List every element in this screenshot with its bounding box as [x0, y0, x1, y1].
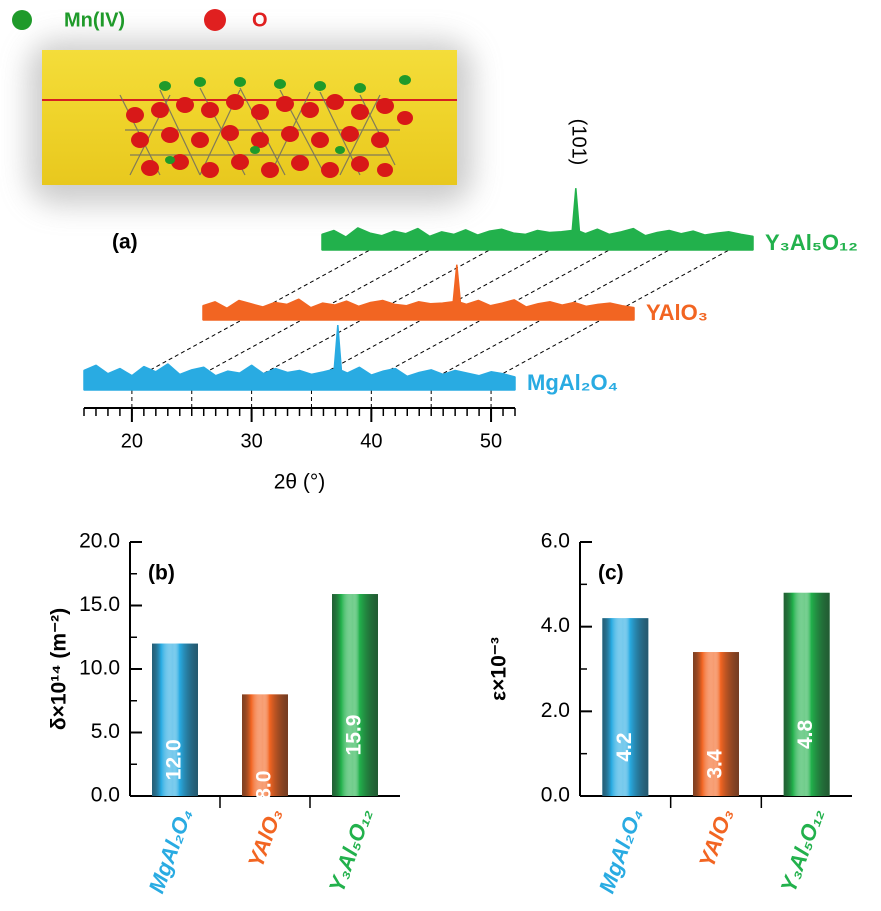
series-label: MgAl₂O₄: [527, 370, 618, 395]
panel-label: (c): [598, 562, 624, 585]
inset-label: O: [252, 9, 268, 31]
x-axis-label: 2θ (°): [274, 471, 326, 494]
y-tick-label: 15.0: [79, 593, 120, 616]
value-label: 8.0: [253, 771, 276, 800]
y-tick-label: 10.0: [79, 657, 120, 680]
y-tick-label: 2.0: [541, 699, 570, 722]
inset-image: [28, 40, 473, 205]
x-tick-label: Y₃Al₅O₁₂: [324, 805, 377, 895]
x-tick-label: 50: [480, 430, 502, 452]
inset-label: Mn(IV): [64, 9, 125, 31]
legend-dot: [204, 9, 226, 31]
bar: [784, 593, 830, 796]
x-tick-label: Y₃Al₅O₁₂: [776, 805, 829, 895]
x-tick-label: 40: [360, 430, 382, 452]
y-tick-label: 0.0: [91, 784, 120, 807]
value-label: 15.9: [343, 715, 366, 756]
x-tick-label: 30: [240, 430, 262, 452]
x-tick-label: 20: [121, 430, 143, 452]
y-axis-label: ε×10⁻³: [488, 637, 511, 701]
y-tick-label: 20.0: [79, 530, 120, 553]
annotation: (101): [568, 119, 590, 166]
series-label: Y₃Al₅O₁₂: [765, 230, 858, 255]
legend-dot: [12, 10, 32, 30]
xrd-pattern: [203, 265, 634, 320]
value-label: 4.2: [613, 732, 636, 761]
bar: [602, 618, 648, 796]
value-label: 3.4: [704, 749, 727, 779]
x-tick-label: MgAl₂O₄: [144, 805, 198, 896]
series-label: YAlO₃: [646, 300, 708, 325]
x-tick-label: YAlO₃: [694, 805, 738, 871]
panel-label: (b): [148, 562, 175, 585]
y-tick-label: 0.0: [541, 784, 570, 807]
y-axis-label: δ×10¹⁴ (m⁻²): [48, 608, 71, 730]
y-tick-label: 5.0: [91, 720, 120, 743]
value-label: 4.8: [794, 719, 817, 749]
y-tick-label: 6.0: [541, 530, 570, 553]
panel-label: (a): [112, 231, 138, 254]
bar: [332, 594, 378, 796]
xrd-pattern: [84, 325, 515, 390]
figure: Mn(IV) O MgAl₂O₄ YAlO₃ Y₃Al₅O₁₂ 20 30 40 50 2θ …: [0, 0, 881, 911]
value-label: 12.0: [163, 739, 186, 780]
x-tick-label: YAlO₃: [243, 805, 287, 871]
page: Mn(IV) O MgAl₂O₄ YAlO₃ Y₃Al₅O₁₂ 20 30 40 50 2θ …: [0, 0, 881, 911]
y-tick-label: 4.0: [541, 614, 570, 637]
x-tick-label: MgAl₂O₄: [594, 805, 648, 896]
